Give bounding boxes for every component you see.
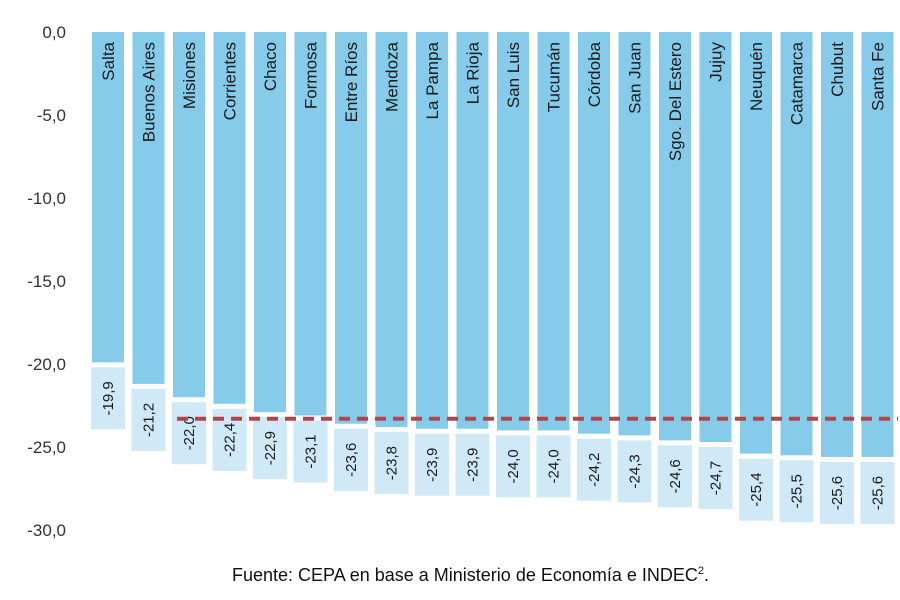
- bar: [740, 32, 772, 454]
- data-label: -22,0: [181, 416, 198, 450]
- source-suffix: .: [704, 565, 710, 585]
- y-tick-label: -15,0: [27, 272, 66, 291]
- category-label: Chubut: [828, 42, 847, 97]
- bar: [537, 32, 570, 431]
- category-label: Salta: [99, 41, 118, 80]
- bar: [497, 32, 529, 431]
- value-label-box: [617, 440, 652, 503]
- bar: [456, 32, 489, 429]
- category-label: Córdoba: [585, 41, 604, 107]
- category-label: Neuquén: [747, 42, 766, 111]
- data-label: -23,8: [384, 446, 401, 480]
- value-label-box: [779, 460, 814, 523]
- bar: [618, 32, 651, 436]
- data-label: -25,6: [870, 476, 887, 510]
- value-label-box: [91, 367, 125, 430]
- bar: [375, 32, 408, 428]
- data-label: -19,9: [100, 381, 117, 415]
- category-label: La Pampa: [423, 41, 442, 119]
- value-label-box: [415, 433, 449, 496]
- value-label-box: [374, 432, 409, 495]
- bar: [92, 32, 124, 363]
- y-tick-label: -5,0: [37, 106, 66, 125]
- category-label: San Luis: [504, 42, 523, 108]
- bar: [861, 32, 894, 457]
- category-label: Buenos Aires: [140, 42, 159, 142]
- value-label-box: [455, 433, 490, 496]
- data-label: -22,4: [222, 423, 239, 457]
- category-label: Jujuy: [707, 42, 726, 82]
- value-label-box: [334, 428, 368, 491]
- bar: [254, 32, 286, 413]
- category-label: La Rioja: [464, 41, 483, 104]
- bar: [780, 32, 813, 456]
- y-tick-label: 0,0: [42, 23, 66, 42]
- y-tick-label: -10,0: [27, 189, 66, 208]
- category-label: Catamarca: [788, 41, 807, 125]
- data-label: -24,0: [546, 449, 563, 483]
- value-label-box: [172, 402, 206, 465]
- category-label: San Juan: [626, 42, 645, 114]
- category-label: Sgo. Del Estero: [666, 42, 685, 161]
- data-label: -24,0: [505, 449, 522, 483]
- value-label-box: [496, 435, 530, 498]
- data-label: -25,4: [748, 473, 765, 507]
- data-label: -23,1: [303, 434, 320, 468]
- bar: [659, 32, 691, 441]
- data-label: -24,6: [667, 459, 684, 493]
- category-label: Corrientes: [221, 42, 240, 120]
- category-label: Tucumán: [545, 42, 564, 112]
- category-label: Misiones: [180, 42, 199, 109]
- category-label: Entre Ríos: [342, 42, 361, 122]
- bar: [335, 32, 367, 424]
- data-label: -22,9: [262, 431, 279, 465]
- data-label: -24,2: [586, 453, 603, 487]
- category-label: Mendoza: [383, 41, 402, 111]
- value-label-box: [860, 461, 895, 524]
- value-label-box: [698, 447, 733, 510]
- data-label: -24,3: [627, 454, 644, 488]
- value-label-box: [577, 438, 611, 501]
- y-tick-label: -20,0: [27, 355, 66, 374]
- value-label-box: [253, 417, 287, 480]
- value-label-box: [293, 420, 328, 483]
- bar: [173, 32, 205, 398]
- bar: [578, 32, 610, 434]
- data-label: -25,6: [829, 476, 846, 510]
- value-label-box: [658, 445, 692, 508]
- value-label-box: [739, 458, 773, 521]
- category-label: Chaco: [261, 42, 280, 91]
- source-text: Fuente: CEPA en base a Ministerio de Eco…: [232, 565, 698, 585]
- bar: [213, 32, 246, 404]
- data-label: -23,9: [424, 448, 441, 482]
- source-note: Fuente: CEPA en base a Ministerio de Eco…: [232, 565, 709, 586]
- category-label: Santa Fe: [869, 42, 888, 111]
- value-label-box: [131, 388, 166, 451]
- data-label: -25,5: [789, 474, 806, 508]
- category-label: Formosa: [302, 41, 321, 109]
- y-tick-label: -30,0: [27, 521, 66, 540]
- y-tick-label: -25,0: [27, 438, 66, 457]
- bar: [821, 32, 853, 457]
- bar-chart: 0,0 -5,0 -10,0 -15,0 -20,0 -25,0 -30,0 -19,9 Sal…: [27, 23, 898, 540]
- bar: [699, 32, 732, 443]
- value-label-box: [536, 435, 571, 498]
- bar: [132, 32, 165, 384]
- source-footnote-mark: 2: [697, 565, 705, 577]
- data-label: -23,9: [465, 448, 482, 482]
- data-label: -21,2: [141, 403, 158, 437]
- data-label: -23,6: [343, 443, 360, 477]
- data-label: -24,7: [708, 461, 725, 495]
- bar: [294, 32, 327, 416]
- value-label-box: [820, 461, 854, 524]
- bar: [416, 32, 448, 429]
